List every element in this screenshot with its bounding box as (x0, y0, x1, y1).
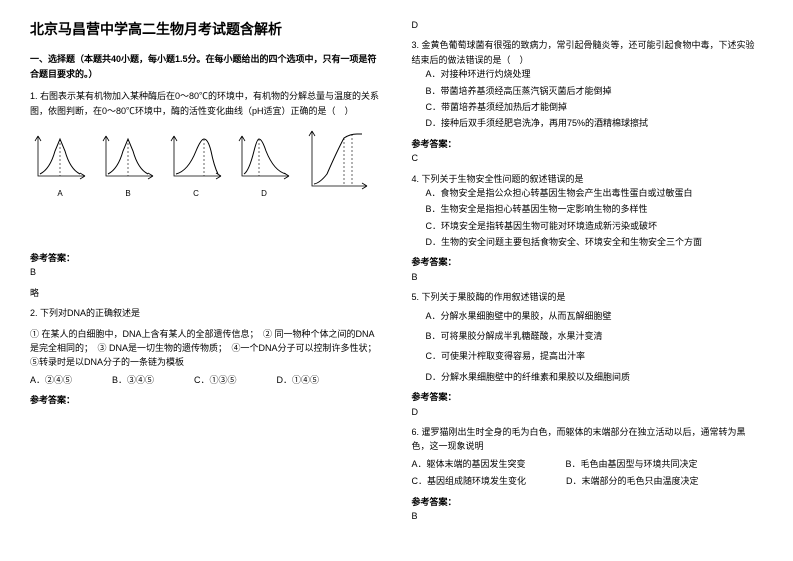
q4-optB: B．生物安全是指担心转基因生物一定影响生物的多样性 (426, 202, 764, 216)
chart-a-label: A (57, 188, 62, 201)
q1-note: 略 (30, 286, 382, 300)
section-header: 一、选择题（本题共40小题，每小题1.5分。在每小题给出的四个选项中，只有一项是… (30, 52, 382, 81)
q5-answer-label: 参考答案： (412, 390, 764, 404)
q4-optD: D．生物的安全问题主要包括食物安全、环境安全和生物安全三个方面 (426, 235, 764, 249)
chart-b-label: B (125, 188, 130, 201)
q2-answer-label: 参考答案： (30, 393, 382, 407)
q1-charts: A B (30, 126, 382, 201)
chart-c-label: C (193, 188, 199, 201)
q4-answer: B (412, 270, 764, 284)
q1-answer: B (30, 265, 382, 279)
q6-answer-label: 参考答案： (412, 495, 764, 509)
q2-optA: A．②④⑤ (30, 373, 72, 387)
q1-answer-label: 参考答案： (30, 251, 382, 265)
chart-c (166, 131, 226, 186)
q3-optA: A．对接种环进行灼烧处理 (426, 67, 764, 81)
q4-optC: C．环境安全是指转基因生物可能对环境造成新污染或破坏 (426, 219, 764, 233)
q3-answer-label: 参考答案： (412, 137, 764, 151)
q2-sub: ① 在某人的白细胞中，DNA上含有某人的全部遗传信息； ② 同一物种个体之间的D… (30, 327, 382, 370)
q5-text: 5. 下列关于果胶酶的作用叙述错误的是 (412, 290, 764, 304)
chart-b (98, 131, 158, 186)
q5-optD: D．分解水果细胞壁中的纤维素和果胶以及细胞间质 (426, 370, 764, 384)
q2-answer: D (412, 18, 764, 32)
q3-text: 3. 金黄色葡萄球菌有很强的致病力，常引起骨髓炎等，还可能引起食物中毒，下述实验… (412, 38, 764, 67)
q2-optD: D．①④⑤ (277, 373, 320, 387)
chart-d-label: D (261, 188, 267, 201)
q2-optC: C．①③⑤ (194, 373, 237, 387)
q5-optB: B．可将果胶分解成半乳糖醛酸，水果汁变清 (426, 329, 764, 343)
q3-answer: C (412, 151, 764, 165)
q4-optA: A．食物安全是指公众担心转基因生物会产生出毒性蛋白或过敏蛋白 (426, 186, 764, 200)
q4-text: 4. 下列关于生物安全性问题的叙述错误的是 (412, 172, 764, 186)
chart-d (234, 131, 294, 186)
page-title: 北京马昌营中学高二生物月考试题含解析 (30, 18, 382, 40)
q3-optC: C．带菌培养基须经加热后才能倒掉 (426, 100, 764, 114)
q2-text: 2. 下列对DNA的正确叙述是 (30, 306, 382, 320)
q6-optB: B．毛色由基因型与环境共同决定 (566, 457, 698, 471)
q6-optA: A．躯体末端的基因发生突变 (412, 457, 526, 471)
q5-answer: D (412, 405, 764, 419)
q6-text: 6. 暹罗猫刚出生时全身的毛为白色，而躯体的末端部分在独立活动以后，通常转为黑色… (412, 425, 764, 454)
q1-text: 1. 右图表示某有机物加入某种酶后在0～80℃的环境中，有机物的分解总量与温度的… (30, 89, 382, 118)
q6-optC: C．基因组成随环境发生变化 (412, 474, 527, 488)
q6-answer: B (412, 509, 764, 523)
chart-main (302, 126, 372, 201)
q5-optA: A．分解水果细胞壁中的果胶，从而瓦解细胞壁 (426, 309, 764, 323)
q4-answer-label: 参考答案： (412, 255, 764, 269)
chart-a (30, 131, 90, 186)
q2-optB: B．③④⑤ (112, 373, 154, 387)
q3-optD: D．接种后双手须经肥皂洗净，再用75%的酒精棉球擦拭 (426, 116, 764, 130)
q5-optC: C．可使果汁榨取变得容易，提高出汁率 (426, 349, 764, 363)
q3-optB: B．带菌培养基须经高压蒸汽锅灭菌后才能倒掉 (426, 84, 764, 98)
q6-optD: D．末端部分的毛色只由温度决定 (566, 474, 699, 488)
